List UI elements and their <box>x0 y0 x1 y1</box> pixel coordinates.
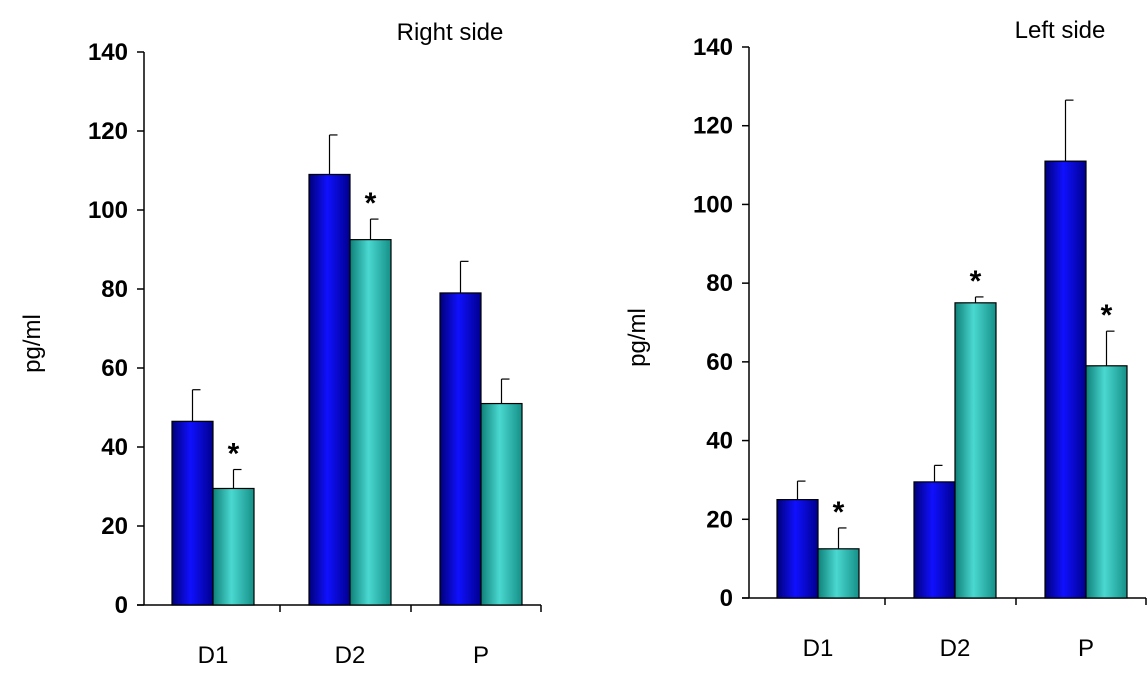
panel-title: Left side <box>1015 17 1106 44</box>
bar-d1-series-1 <box>776 499 819 599</box>
y-tick-label: 120 <box>693 113 733 140</box>
significance-marker: * <box>228 438 240 471</box>
y-axis-title: pg/ml <box>19 314 46 373</box>
bar-d2-series-2 <box>349 239 392 606</box>
y-tick-label: 60 <box>101 355 128 382</box>
bar-d2-series-1 <box>913 481 956 599</box>
significance-marker: * <box>365 187 377 220</box>
chart-panel-1: 0 20 40 60 80 100 120 140 D1 D2 P * * Right side pg/ml <box>19 19 542 669</box>
y-tick-label: 40 <box>706 428 733 455</box>
bar-p-series-1 <box>439 292 482 606</box>
y-tick-label: 140 <box>88 39 128 66</box>
y-tick-label: 100 <box>88 197 128 224</box>
bar-d2-series-1 <box>308 173 351 606</box>
bar-p-series-1 <box>1044 160 1087 599</box>
x-category-label: P <box>1078 635 1094 662</box>
x-category-label: D1 <box>803 635 834 662</box>
y-axis-title: pg/ml <box>624 308 651 367</box>
y-tick-label: 80 <box>101 276 128 303</box>
x-category-label: D2 <box>335 642 366 669</box>
bar-p-series-2 <box>480 402 523 606</box>
y-tick-label: 60 <box>706 349 733 376</box>
y-tick-label: 80 <box>706 270 733 297</box>
panel-title: Right side <box>397 19 504 46</box>
significance-marker: * <box>970 265 982 298</box>
y-tick-label: 140 <box>693 34 733 61</box>
y-tick-label: 100 <box>693 191 733 218</box>
y-tick-label: 0 <box>720 585 733 612</box>
x-category-label: D2 <box>940 635 971 662</box>
y-tick-label: 120 <box>88 118 128 145</box>
significance-marker: * <box>833 496 845 529</box>
significance-marker: * <box>1101 299 1113 332</box>
bar-d2-series-2 <box>954 302 997 599</box>
chart-panel-2: 0 20 40 60 80 100 120 140 D1 D2 P * * * Left side pg/ml <box>624 17 1147 662</box>
y-tick-label: 40 <box>101 434 128 461</box>
x-category-label: D1 <box>198 642 229 669</box>
bar-d1-series-2 <box>212 487 255 606</box>
y-tick-label: 20 <box>101 513 128 540</box>
bar-d1-series-2 <box>817 548 860 599</box>
y-tick-label: 20 <box>706 506 733 533</box>
bar-d1-series-1 <box>171 420 214 606</box>
bar-p-series-2 <box>1085 365 1128 599</box>
x-category-label: P <box>473 642 489 669</box>
y-tick-label: 0 <box>115 592 128 619</box>
